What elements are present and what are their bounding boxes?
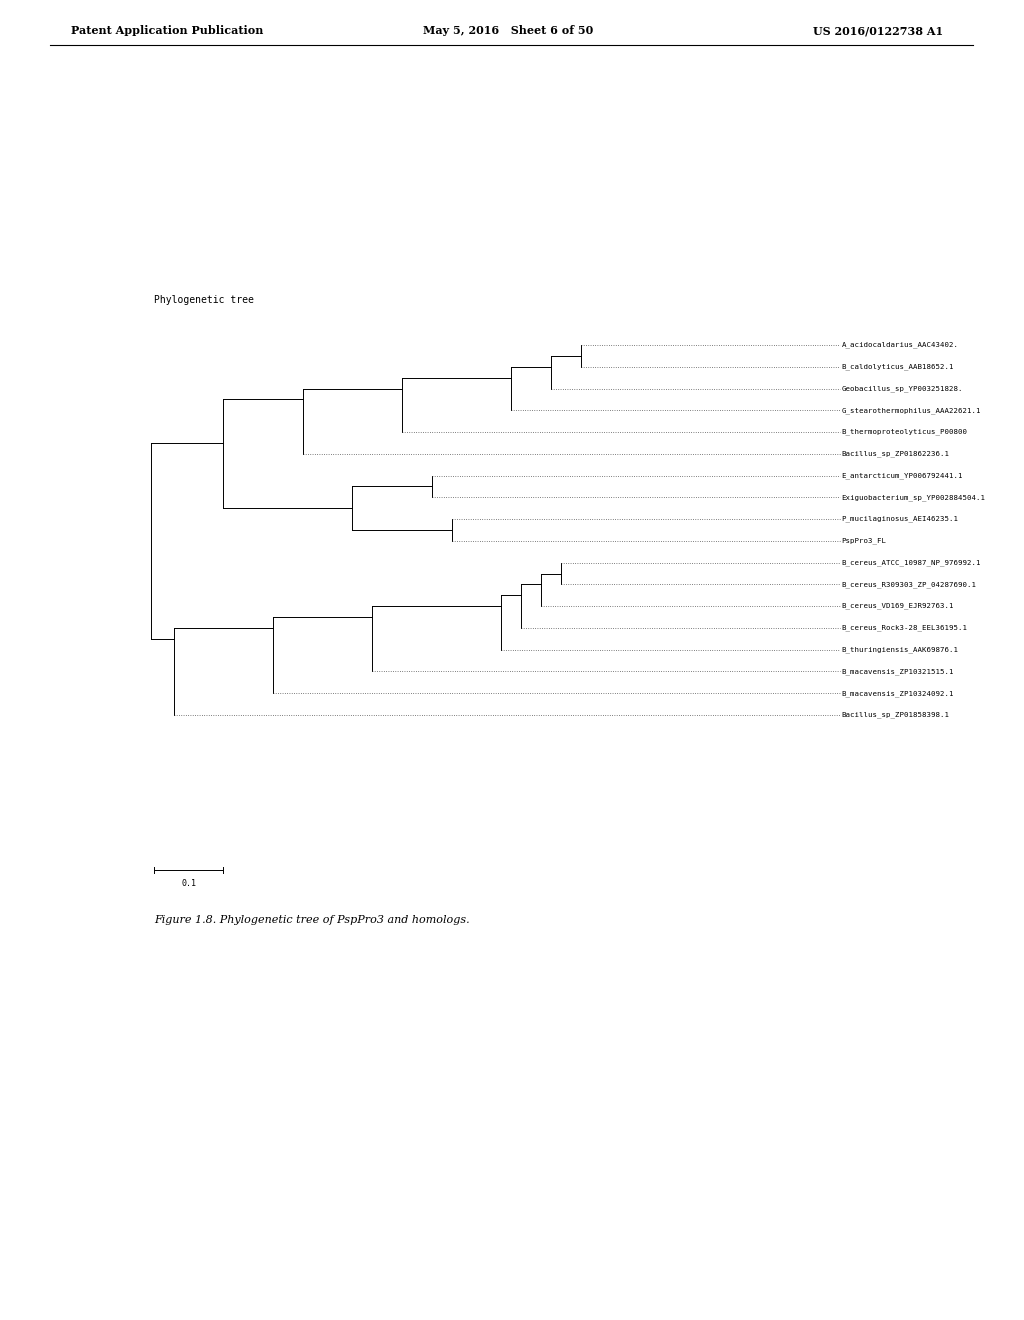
Text: B_cereus_Rock3-28_EEL36195.1: B_cereus_Rock3-28_EEL36195.1 xyxy=(842,624,968,631)
Text: Bacillus_sp_ZP01862236.1: Bacillus_sp_ZP01862236.1 xyxy=(842,450,949,457)
Text: Patent Application Publication: Patent Application Publication xyxy=(72,25,264,36)
Text: May 5, 2016   Sheet 6 of 50: May 5, 2016 Sheet 6 of 50 xyxy=(423,25,593,36)
Text: E_antarcticum_YP006792441.1: E_antarcticum_YP006792441.1 xyxy=(842,473,964,479)
Text: G_stearothermophilus_AAA22621.1: G_stearothermophilus_AAA22621.1 xyxy=(842,407,981,413)
Text: Figure 1.8. Phylogenetic tree of PspPro3 and homologs.: Figure 1.8. Phylogenetic tree of PspPro3… xyxy=(154,915,469,925)
Text: B_cereus_R309303_ZP_04287690.1: B_cereus_R309303_ZP_04287690.1 xyxy=(842,581,977,587)
Text: B_macavensis_ZP10321515.1: B_macavensis_ZP10321515.1 xyxy=(842,668,954,675)
Text: 0.1: 0.1 xyxy=(181,879,196,888)
Text: B_cereus_ATCC_10987_NP_976992.1: B_cereus_ATCC_10987_NP_976992.1 xyxy=(842,560,981,566)
Text: B_thuringiensis_AAK69876.1: B_thuringiensis_AAK69876.1 xyxy=(842,647,958,653)
Text: Bacillus_sp_ZP01858398.1: Bacillus_sp_ZP01858398.1 xyxy=(842,711,949,718)
Text: Exiguobacterium_sp_YP002884504.1: Exiguobacterium_sp_YP002884504.1 xyxy=(842,494,986,500)
Text: Phylogenetic tree: Phylogenetic tree xyxy=(154,294,254,305)
Text: P_mucilaginosus_AEI46235.1: P_mucilaginosus_AEI46235.1 xyxy=(842,516,958,523)
Text: B_macavensis_ZP10324092.1: B_macavensis_ZP10324092.1 xyxy=(842,690,954,697)
Text: B_thermoproteolyticus_P00800: B_thermoproteolyticus_P00800 xyxy=(842,429,968,436)
Text: B_caldolyticus_AAB18652.1: B_caldolyticus_AAB18652.1 xyxy=(842,363,954,370)
Text: PspPro3_FL: PspPro3_FL xyxy=(842,537,887,544)
Text: A_acidocaldarius_AAC43402.: A_acidocaldarius_AAC43402. xyxy=(842,342,958,348)
Text: B_cereus_VD169_EJR92763.1: B_cereus_VD169_EJR92763.1 xyxy=(842,603,954,610)
Text: Geobacillus_sp_YP003251828.: Geobacillus_sp_YP003251828. xyxy=(842,385,964,392)
Text: US 2016/0122738 A1: US 2016/0122738 A1 xyxy=(813,25,943,36)
